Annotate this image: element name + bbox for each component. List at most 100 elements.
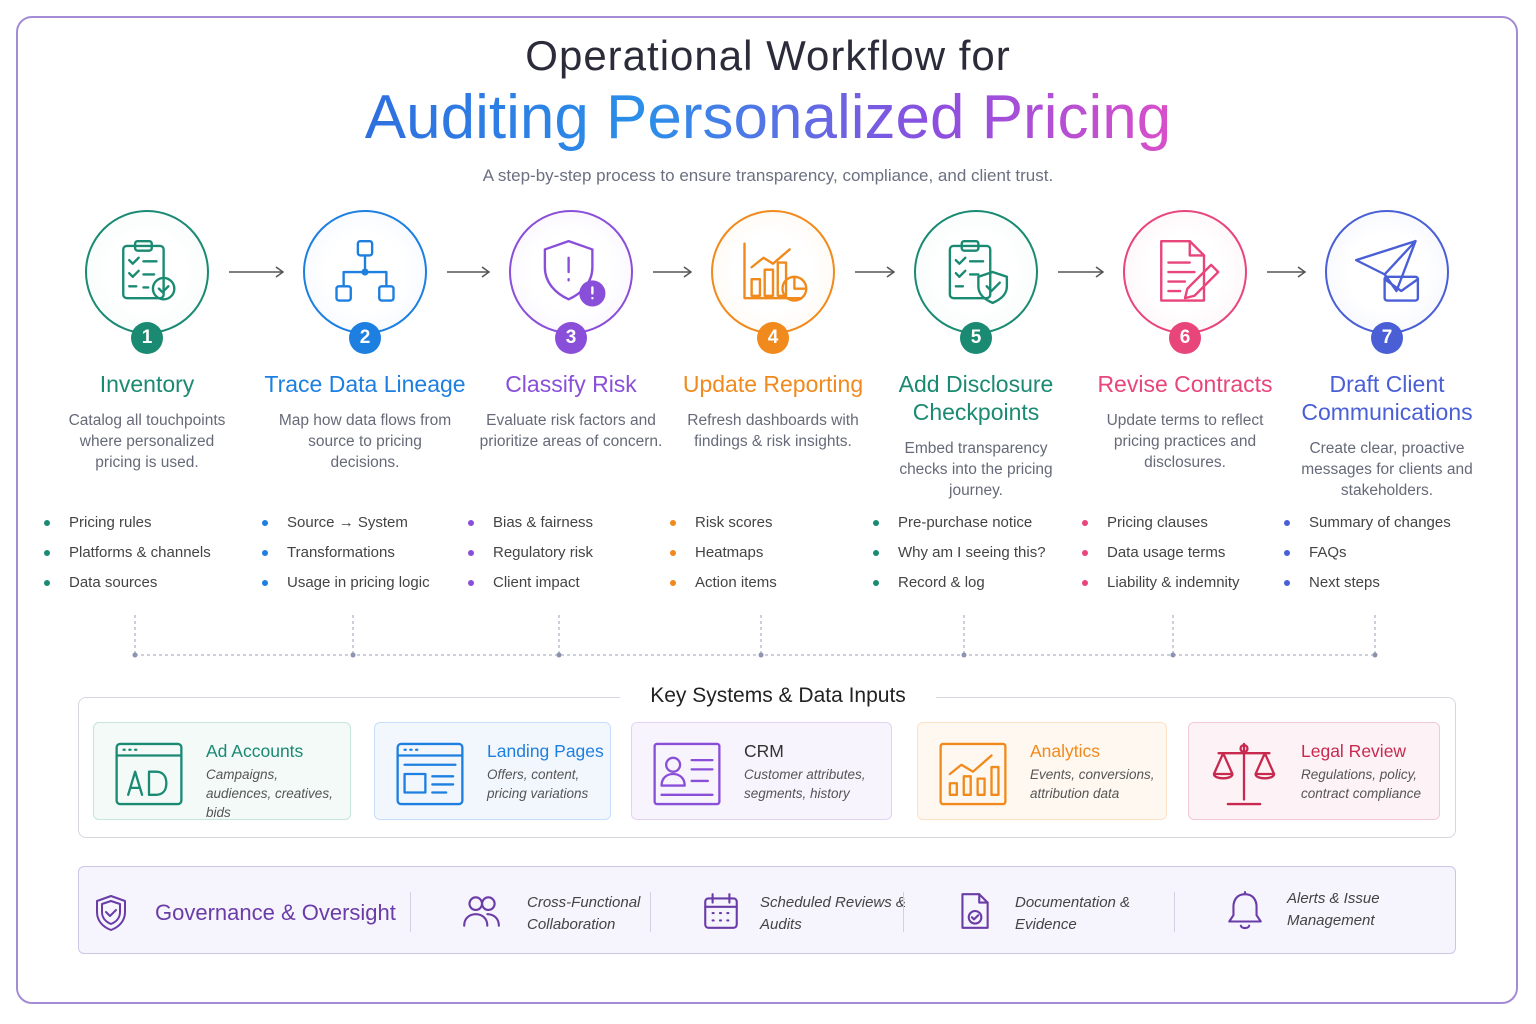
icon-part [750, 277, 762, 297]
system-icon [1212, 742, 1276, 806]
step-item: Client impact [463, 572, 683, 602]
icon-part [403, 772, 427, 794]
bullet [468, 520, 474, 526]
icon-part [990, 765, 1000, 796]
bullet [468, 550, 474, 556]
step-items: Pre-purchase notice Why am I seeing this?… [868, 512, 1088, 602]
step-item: Data sources [39, 572, 259, 602]
step-circle [303, 210, 427, 334]
step-circle [914, 210, 1038, 334]
title-line-2: Auditing Personalized Pricing [0, 82, 1536, 153]
icon-part [396, 742, 464, 806]
icon-part [1167, 239, 1206, 293]
bullet [262, 550, 268, 556]
step-circle [711, 210, 835, 334]
step-title: Add Disclosure Checkpoints [898, 371, 1054, 425]
step-item: Pricing clauses [1077, 512, 1297, 542]
step-circle [85, 210, 209, 334]
separator [903, 892, 904, 932]
subtitle: A step-by-step process to ensure transpa… [482, 166, 1054, 185]
step-title: Trace Data Lineage [264, 371, 466, 397]
step-block: Add Disclosure Checkpoints Embed transpar… [866, 370, 1086, 501]
icon-part [361, 268, 369, 276]
icon-part [1383, 277, 1420, 293]
bullet [44, 520, 50, 526]
system-icon [653, 742, 721, 806]
icon-part [1212, 752, 1276, 780]
step-circle [1325, 210, 1449, 334]
step-number: 6 [1169, 322, 1201, 354]
icon-part [948, 754, 993, 776]
icon-part [961, 893, 989, 929]
system-details: Offers, content, pricing variations [487, 767, 589, 801]
icon-part [128, 256, 158, 289]
system-details: Regulations, policy, contract compliance [1301, 767, 1422, 801]
step-item: Risk scores [665, 512, 885, 542]
system-card: CRM Customer attributes, segments, histor… [631, 722, 892, 820]
step-circle [1123, 210, 1247, 334]
step-items: Risk scores Heatmaps Action items [665, 512, 885, 602]
governance-item-icon [961, 893, 989, 929]
step-item: FAQs [1279, 542, 1499, 572]
icon-part [977, 270, 1009, 305]
step-item: Next steps [1279, 572, 1499, 602]
step-number: 5 [960, 322, 992, 354]
step-items: Pricing clauses Data usage terms Liability… [1077, 512, 1297, 602]
step-icon [1354, 239, 1420, 302]
step-description: Refresh dashboards with findings & risk … [687, 412, 859, 450]
icon-part [939, 742, 1007, 806]
bullet [873, 550, 879, 556]
icon-part [1239, 891, 1251, 930]
system-icon [115, 742, 183, 806]
step-title: Draft Client Communications [1301, 371, 1473, 425]
step-item: Usage in pricing logic [257, 572, 477, 602]
step-item: Transformations [257, 542, 477, 572]
icon-part [750, 248, 791, 269]
icon-part [970, 914, 980, 921]
icon-part [431, 775, 455, 794]
governance-item: Scheduled Reviews & Audits [760, 894, 906, 933]
system-icon [396, 742, 464, 806]
icon-part [1354, 239, 1417, 293]
bullet [873, 520, 879, 526]
icon-part [948, 782, 958, 796]
frame [16, 16, 1518, 1004]
step-block: Trace Data Lineage Map how data flows fro… [255, 370, 475, 473]
icon-part [704, 897, 738, 929]
step-number: 4 [757, 322, 789, 354]
connector-dot [1372, 652, 1378, 658]
step-items: Pricing rules Platforms & channels Data so… [39, 512, 259, 602]
system-name: Analytics [1030, 741, 1101, 761]
step-block: Inventory Catalog all touchpoints where p… [37, 370, 257, 473]
step-items: Summary of changes FAQs Next steps [1279, 512, 1499, 602]
icon-part [660, 758, 714, 796]
governance-box [78, 866, 1456, 954]
system-card: Ad Accounts Campaigns, audiences, creativ… [93, 722, 351, 820]
bullet [1082, 520, 1088, 526]
step-description: Update terms to reflect pricing practice… [1106, 412, 1264, 471]
icon-part [463, 913, 500, 927]
step-number: 3 [555, 322, 587, 354]
bullet [44, 580, 50, 586]
title-line-1: Operational Workflow for [525, 32, 1011, 79]
step-item: Platforms & channels [39, 542, 259, 572]
system-details: Campaigns, audiences, creatives, bids [206, 767, 333, 820]
bullet [262, 580, 268, 586]
arrow-head [1297, 266, 1307, 278]
icon-part [763, 268, 775, 297]
bullet [262, 520, 268, 526]
arrow-head [481, 266, 491, 278]
bullet [1284, 580, 1290, 586]
icon-part [335, 285, 352, 302]
step-title: Inventory [99, 371, 195, 397]
icon-part [378, 285, 395, 302]
icon-part [151, 276, 176, 301]
icon-part [356, 239, 374, 257]
icon-part [704, 893, 738, 922]
icon-part [1217, 742, 1271, 806]
system-icon [939, 742, 1007, 806]
step-block: Update Reporting Refresh dashboards with … [663, 370, 883, 452]
step-items: Bias & fairness Regulatory risk Client imp… [463, 512, 683, 602]
governance-item-icon [463, 896, 500, 927]
